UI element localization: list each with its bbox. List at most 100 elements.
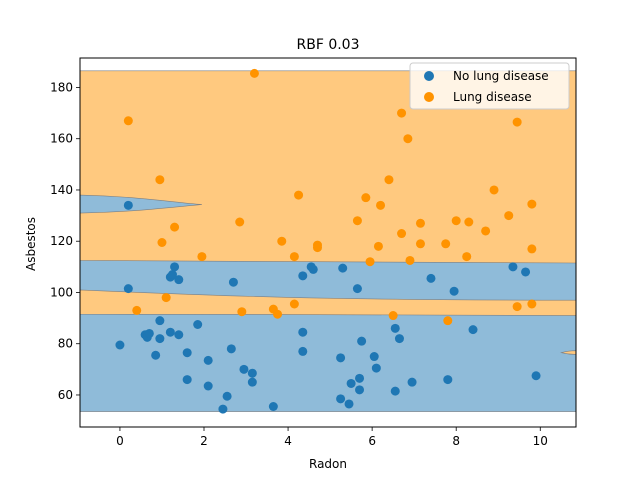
point-no-lung-disease — [193, 320, 203, 329]
x-tick-label: 2 — [200, 434, 208, 448]
point-lung-disease — [161, 293, 171, 303]
y-tick-label: 100 — [50, 285, 73, 299]
legend: No lung disease Lung disease — [409, 62, 570, 110]
legend-box — [409, 62, 570, 110]
point-no-lung-disease — [203, 381, 213, 391]
data-points — [115, 68, 541, 414]
point-no-lung-disease — [247, 377, 257, 387]
point-no-lung-disease — [390, 386, 400, 396]
x-tick-label: 0 — [116, 434, 124, 448]
point-lung-disease — [277, 236, 287, 246]
point-lung-disease — [512, 302, 522, 312]
legend-marker-lung-disease — [424, 92, 434, 102]
point-no-lung-disease — [369, 352, 379, 362]
point-no-lung-disease — [394, 334, 404, 344]
legend-label-lung-disease: Lung disease — [453, 90, 532, 104]
point-no-lung-disease — [170, 262, 180, 272]
point-lung-disease — [512, 117, 522, 127]
point-lung-disease — [451, 216, 461, 226]
point-no-lung-disease — [174, 330, 184, 340]
point-no-lung-disease — [182, 348, 192, 358]
point-lung-disease — [415, 218, 425, 228]
point-no-lung-disease — [222, 391, 232, 401]
y-tick-label: 120 — [50, 234, 73, 248]
point-no-lung-disease — [115, 340, 125, 350]
point-no-lung-disease — [203, 355, 213, 365]
y-tick-label: 60 — [58, 388, 73, 402]
point-lung-disease — [388, 311, 398, 321]
point-lung-disease — [132, 305, 142, 315]
point-lung-disease — [365, 257, 375, 267]
point-no-lung-disease — [123, 284, 133, 294]
point-lung-disease — [527, 244, 537, 254]
point-no-lung-disease — [390, 323, 400, 333]
x-tick-label: 10 — [533, 434, 548, 448]
point-no-lung-disease — [167, 270, 177, 280]
point-lung-disease — [481, 226, 491, 236]
point-lung-disease — [415, 239, 425, 249]
point-lung-disease — [405, 255, 415, 265]
y-ticks: 60 80 100 120 140 160 180 — [50, 80, 80, 402]
point-lung-disease — [294, 190, 304, 200]
point-lung-disease — [462, 252, 472, 262]
point-lung-disease — [312, 240, 322, 250]
chart-title: RBF 0.03 — [296, 37, 359, 53]
point-lung-disease — [403, 134, 413, 144]
point-no-lung-disease — [521, 267, 531, 277]
point-lung-disease — [155, 175, 165, 185]
point-no-lung-disease — [247, 368, 257, 378]
point-lung-disease — [361, 193, 371, 203]
region-no-lung-disease-lobe — [79, 194, 202, 214]
x-tick-label: 8 — [452, 434, 460, 448]
point-no-lung-disease — [508, 262, 518, 272]
point-no-lung-disease — [352, 284, 362, 294]
point-no-lung-disease — [151, 350, 161, 360]
axes-frame — [79, 57, 577, 428]
decision-regions — [79, 70, 577, 412]
point-lung-disease — [273, 309, 283, 319]
point-lung-disease — [489, 185, 499, 195]
point-lung-disease — [170, 222, 180, 232]
point-no-lung-disease — [443, 375, 453, 385]
point-no-lung-disease — [155, 334, 165, 344]
point-no-lung-disease — [355, 373, 365, 383]
point-no-lung-disease — [298, 346, 308, 356]
point-no-lung-disease — [346, 378, 356, 388]
y-tick-label: 80 — [58, 337, 73, 351]
point-lung-disease — [289, 299, 299, 309]
point-lung-disease — [527, 199, 537, 209]
point-no-lung-disease — [174, 275, 184, 285]
point-no-lung-disease — [182, 375, 192, 385]
point-no-lung-disease — [371, 363, 381, 373]
point-no-lung-disease — [531, 371, 541, 381]
point-no-lung-disease — [228, 277, 238, 287]
point-no-lung-disease — [226, 344, 236, 354]
point-no-lung-disease — [218, 404, 228, 414]
point-lung-disease — [235, 217, 245, 227]
point-lung-disease — [352, 216, 362, 226]
point-lung-disease — [397, 229, 407, 239]
x-tick-label: 6 — [368, 434, 376, 448]
point-lung-disease — [237, 307, 247, 317]
point-lung-disease — [123, 116, 133, 126]
x-axis-label: Radon — [309, 457, 347, 471]
point-lung-disease — [441, 239, 451, 249]
x-ticks: 0 2 4 6 8 10 — [116, 427, 548, 448]
point-no-lung-disease — [449, 286, 459, 296]
legend-marker-no-lung-disease — [424, 71, 434, 81]
point-lung-disease — [384, 175, 394, 185]
point-no-lung-disease — [165, 327, 175, 337]
point-no-lung-disease — [268, 402, 278, 411]
point-no-lung-disease — [426, 273, 436, 283]
point-lung-disease — [373, 241, 383, 251]
point-lung-disease — [376, 200, 386, 210]
y-tick-label: 180 — [50, 80, 73, 94]
legend-label-no-lung-disease: No lung disease — [453, 69, 549, 83]
point-no-lung-disease — [344, 399, 354, 409]
point-lung-disease — [289, 252, 299, 262]
point-no-lung-disease — [355, 385, 365, 395]
point-lung-disease — [443, 316, 453, 326]
point-no-lung-disease — [155, 316, 165, 326]
point-no-lung-disease — [336, 353, 346, 363]
